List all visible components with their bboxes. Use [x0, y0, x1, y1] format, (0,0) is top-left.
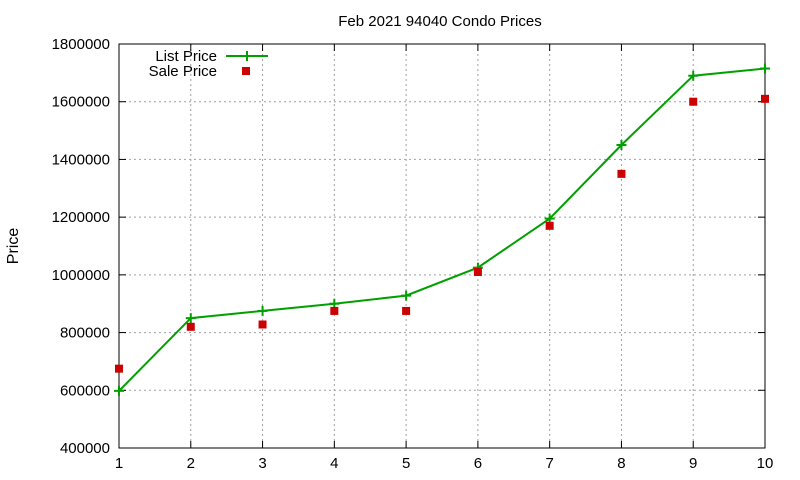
x-tick-label: 9 [689, 455, 697, 472]
y-tick-label: 600000 [60, 382, 110, 399]
y-tick-label: 800000 [60, 325, 110, 342]
list-price-point [257, 305, 268, 316]
y-tick-label: 1400000 [52, 151, 110, 168]
sale-price-point [402, 306, 411, 315]
list-price-point [401, 290, 412, 301]
x-tick-label: 2 [187, 455, 195, 472]
x-tick-label: 7 [545, 455, 553, 472]
sale-price-point [545, 221, 554, 230]
legend-plus-marker [242, 51, 252, 61]
y-tick-label: 1200000 [52, 209, 110, 226]
y-tick-label: 1000000 [52, 267, 110, 284]
list-price-point [688, 70, 699, 81]
legend-label-list-price: List Price [155, 48, 217, 65]
sale-price-point [330, 306, 339, 315]
x-tick-label: 8 [617, 455, 625, 472]
sale-price-point [473, 267, 482, 276]
list-price-point [616, 140, 627, 150]
legend-square-marker [242, 67, 250, 75]
y-axis-label: Price [5, 228, 22, 265]
chart-title: Feb 2021 94040 Condo Prices [338, 13, 541, 30]
x-tick-label: 10 [757, 455, 774, 472]
y-tick-label: 1600000 [52, 94, 110, 111]
x-tick-label: 1 [115, 455, 123, 472]
y-tick-label: 1800000 [52, 36, 110, 53]
y-tick-label: 400000 [60, 440, 110, 457]
sale-price-point [689, 97, 698, 106]
axis-ticks: 400000 600000 800000 1000000 1200000 1400000 1… [52, 36, 774, 472]
legend-label-sale-price: Sale Price [149, 63, 217, 80]
sale-price-point [258, 320, 267, 329]
list-price-point [760, 63, 770, 74]
series-line-list-price [118, 67, 766, 392]
list-price-point [114, 385, 124, 396]
x-tick-label: 5 [402, 455, 410, 472]
plot-frame [118, 43, 766, 449]
x-tick-label: 4 [330, 455, 338, 472]
series-layer [114, 63, 770, 396]
sale-price-point [115, 364, 123, 373]
sale-price-point [617, 169, 626, 178]
x-tick-label: 3 [258, 455, 266, 472]
sale-price-point [761, 94, 769, 103]
sale-price-point [186, 322, 195, 331]
list-price-point [185, 313, 196, 324]
grid-lines [119, 44, 765, 448]
legend: List Price Sale Price [149, 48, 268, 80]
x-tick-label: 6 [474, 455, 482, 472]
